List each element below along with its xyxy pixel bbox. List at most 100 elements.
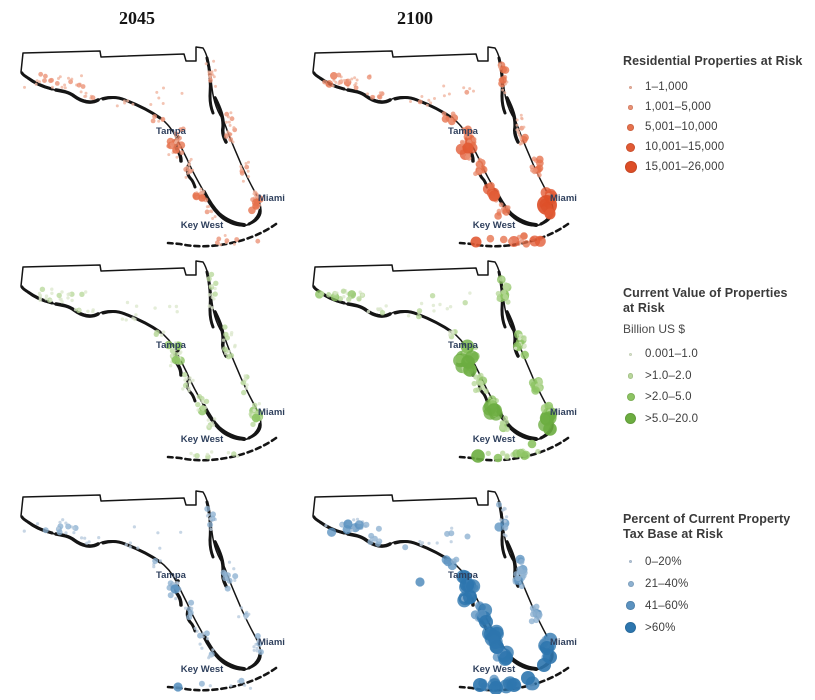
coastline-detail (346, 532, 392, 548)
legend-item-label: 1–1,000 (645, 81, 688, 94)
legend-dot-icon (626, 393, 635, 402)
legend-items: 1–1,000 1,001–5,000 5,001–10,000 10,001–15,… (623, 77, 813, 177)
legend-item-label: 0–20% (645, 555, 682, 568)
legend-item-label: 10,001–15,000 (645, 141, 725, 154)
legend-item: >60% (623, 617, 813, 639)
coastline-detail (346, 302, 392, 318)
legend-item-label: >2.0–5.0 (645, 391, 692, 404)
coastline-detail (54, 532, 100, 548)
risk-dots (315, 275, 558, 463)
map-panel-residential-2100: Tampa Miami Key West (312, 46, 577, 248)
legend-subtitle: Billion US $ (623, 321, 686, 336)
legend-item-label: >1.0–2.0 (645, 369, 692, 382)
city-label-miami: Miami (550, 193, 577, 204)
risk-dots (322, 61, 558, 248)
legend-tax-base-percent: Percent of Current Property Tax Base at R… (623, 512, 813, 639)
legend-item: 5,001–10,000 (623, 117, 813, 137)
coastline-detail (20, 71, 54, 91)
coastline-detail (213, 96, 228, 144)
legend-dot-icon (624, 161, 637, 174)
legend-item: 1,001–5,000 (623, 97, 813, 117)
legend-item: >2.0–5.0 (623, 387, 813, 409)
column-header-2045: 2045 (119, 8, 155, 28)
city-label-key-west: Key West (473, 220, 516, 231)
legend-dot-icon (627, 124, 634, 131)
map-panel-value-2100: Tampa Miami Key West (312, 260, 577, 463)
coastline-detail (393, 310, 454, 334)
legend-dot-icon (627, 580, 634, 587)
risk-dots (37, 271, 264, 460)
legend-item: 1–1,000 (623, 77, 813, 97)
legend-current-value: Current Value of Properties at Risk Billi… (623, 286, 813, 430)
legend-dot-icon (628, 352, 633, 356)
city-label-tampa: Tampa (448, 570, 479, 581)
coastline-detail (202, 634, 246, 671)
city-label-tampa: Tampa (156, 126, 187, 137)
map-panel-value-2045: Tampa Miami Key West (20, 260, 285, 462)
map-panel-tax-2100: Tampa Miami Key West (312, 490, 577, 694)
city-label-miami: Miami (258, 193, 285, 204)
city-label-miami: Miami (550, 637, 577, 648)
risk-dots (23, 59, 264, 247)
legend-dot-icon (626, 142, 635, 152)
legend-item: >5.0–20.0 (623, 408, 813, 430)
coastline-detail (247, 652, 262, 670)
city-label-key-west: Key West (181, 664, 224, 675)
legend-item: >1.0–2.0 (623, 365, 813, 387)
legend-items: 0.001–1.0 >1.0–2.0 >2.0–5.0 >5.0–20.0 (623, 344, 813, 430)
city-label-tampa: Tampa (156, 340, 187, 351)
city-label-tampa: Tampa (448, 126, 479, 137)
coastline-detail (205, 500, 215, 559)
legend-dot-icon (628, 105, 633, 110)
legend-item-label: 1,001–5,000 (645, 101, 712, 114)
city-label-miami: Miami (258, 637, 285, 648)
coastline-detail (247, 208, 262, 226)
legend-items: 0–20% 21–40% 41–60% >60% (623, 551, 813, 639)
legend-item: 0–20% (623, 551, 813, 573)
column-header-2100: 2100 (397, 8, 433, 28)
legend-item-label: 0.001–1.0 (645, 348, 698, 361)
legend-dot-icon (624, 621, 637, 634)
legend-item: 15,001–26,000 (623, 157, 813, 177)
coastline-detail (312, 515, 346, 535)
city-label-tampa: Tampa (448, 340, 479, 351)
city-label-tampa: Tampa (156, 570, 187, 581)
florida-keys-outline (166, 666, 278, 692)
city-label-miami: Miami (550, 407, 577, 418)
coastline-detail (247, 422, 262, 440)
risk-dots (22, 505, 264, 692)
coastline-detail (497, 500, 507, 559)
coastline-detail (505, 96, 520, 144)
legend-title: Percent of Current Property Tax Base at R… (623, 512, 791, 542)
legend-item-label: >60% (645, 621, 676, 634)
city-label-key-west: Key West (181, 220, 224, 231)
city-label-key-west: Key West (181, 434, 224, 445)
coastline-detail (54, 88, 100, 104)
legend-item-label: 41–60% (645, 599, 689, 612)
florida-keys-outline (166, 436, 278, 462)
legend-item: 0.001–1.0 (623, 344, 813, 366)
legend-item-label: 5,001–10,000 (645, 121, 718, 134)
legend-dot-icon (625, 413, 636, 425)
coastline-detail (505, 310, 520, 358)
coastline-detail (202, 404, 246, 441)
coastline-detail (312, 71, 346, 91)
city-label-key-west: Key West (473, 434, 516, 445)
city-label-key-west: Key West (473, 664, 516, 675)
map-panel-residential-2045: Tampa Miami Key West (20, 46, 285, 248)
coastline-detail (494, 190, 538, 227)
risk-dots (324, 501, 558, 694)
legend-dot-icon (628, 559, 633, 564)
coastline-detail (346, 88, 392, 104)
legend-item-label: 15,001–26,000 (645, 161, 725, 174)
legend-item: 41–60% (623, 595, 813, 617)
coastline-detail (393, 540, 454, 564)
coastline-detail (101, 310, 162, 334)
coastline-detail (20, 285, 54, 305)
legend-dot-icon (627, 373, 634, 379)
legend-dot-icon (629, 85, 632, 89)
legend-title: Residential Properties at Risk (623, 54, 803, 68)
legend-item: 10,001–15,000 (623, 137, 813, 157)
